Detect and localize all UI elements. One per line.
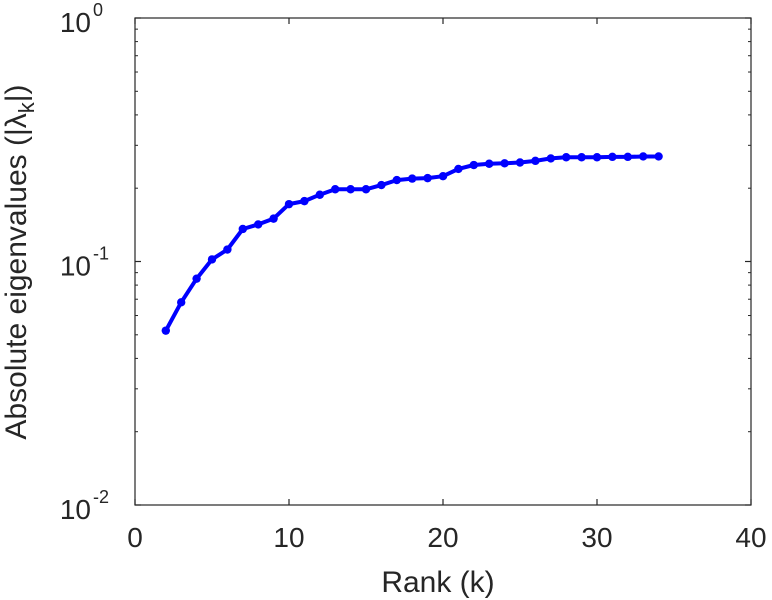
subscript-k: k: [14, 101, 39, 113]
data-point: [300, 196, 309, 206]
y-tick-label: 10: [60, 251, 91, 282]
data-point: [361, 185, 371, 194]
data-point: [423, 173, 432, 183]
data-point: [577, 153, 586, 162]
plot-area: [134, 17, 752, 506]
data-point: [469, 160, 478, 170]
data-point: [377, 180, 386, 190]
y-tick-exponent: 0: [93, 0, 103, 20]
data-point: [284, 199, 294, 209]
x-tick-label: 30: [581, 522, 612, 553]
data-point: [515, 158, 525, 167]
data-point: [454, 164, 463, 174]
data-point: [500, 159, 509, 168]
data-point: [315, 190, 324, 199]
data-point: [592, 153, 602, 162]
y-tick-exponent: -2: [93, 487, 109, 507]
data-point: [254, 220, 263, 229]
data-point: [331, 185, 340, 194]
x-tick-label: 20: [427, 522, 458, 553]
y-tick-exponent: -1: [93, 244, 109, 264]
y-axis-title: Absolute eigenvalues (|λk|): [0, 84, 39, 439]
data-point: [238, 224, 247, 234]
data-point: [408, 174, 417, 183]
data-point: [623, 152, 632, 162]
data-point: [392, 175, 401, 185]
data-point: [485, 159, 494, 168]
x-tick-label: 10: [273, 522, 304, 553]
data-point: [223, 245, 232, 254]
data-point: [608, 152, 617, 162]
data-point: [438, 172, 448, 181]
data-point: [207, 255, 217, 264]
data-point: [346, 185, 355, 194]
x-axis-title: Rank (k): [381, 566, 494, 599]
series-group: [161, 152, 663, 335]
data-point: [546, 154, 555, 163]
data-point: [192, 274, 201, 283]
data-point: [177, 298, 186, 307]
x-tick-label: 40: [735, 522, 766, 553]
data-point: [161, 326, 170, 335]
x-ticks: 0 10 20 30 40: [127, 18, 767, 553]
y-tick-label: 10: [60, 494, 91, 525]
data-point: [269, 214, 278, 223]
data-point: [654, 152, 663, 161]
data-point: [531, 156, 540, 166]
y-tick-label: 10: [60, 7, 91, 38]
data-point: [562, 153, 571, 162]
lambda-symbol: λ: [0, 113, 33, 128]
x-tick-label: 0: [127, 522, 143, 553]
data-point: [639, 152, 648, 161]
